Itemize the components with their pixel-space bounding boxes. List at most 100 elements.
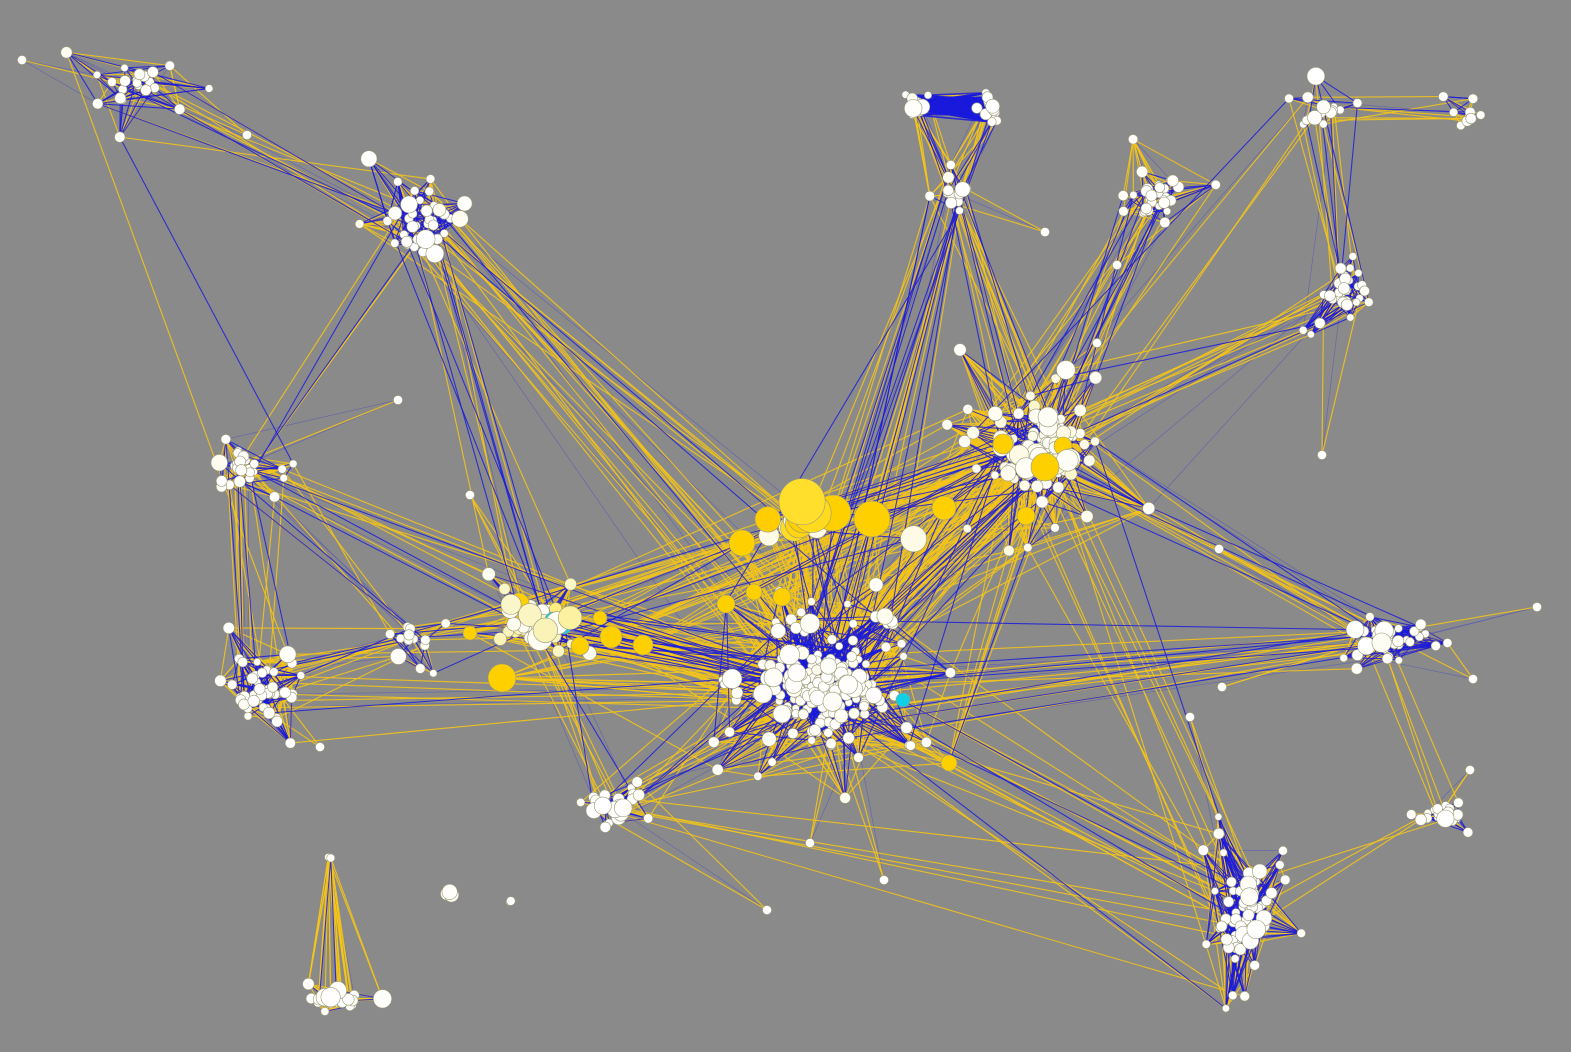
graph-node[interactable] (1118, 206, 1129, 217)
graph-node[interactable] (1414, 813, 1427, 826)
hub-node[interactable] (599, 625, 623, 649)
graph-node[interactable] (1127, 134, 1139, 145)
graph-node[interactable] (762, 905, 772, 915)
graph-node[interactable] (389, 648, 407, 665)
graph-node[interactable] (724, 726, 735, 738)
graph-node[interactable] (415, 663, 426, 674)
graph-node[interactable] (214, 674, 227, 687)
graph-node[interactable] (955, 206, 964, 215)
graph-node[interactable] (985, 98, 1001, 114)
graph-node[interactable] (772, 704, 792, 724)
graph-node[interactable] (865, 686, 883, 704)
graph-node[interactable] (385, 629, 395, 639)
graph-node[interactable] (164, 60, 175, 71)
graph-node[interactable] (432, 203, 447, 217)
graph-node[interactable] (1467, 93, 1479, 104)
graph-node[interactable] (140, 84, 152, 96)
graph-node[interactable] (220, 434, 232, 445)
graph-node[interactable] (424, 186, 434, 197)
graph-node[interactable] (990, 470, 1000, 480)
graph-node[interactable] (1465, 112, 1477, 125)
graph-node[interactable] (876, 607, 894, 625)
graph-node[interactable] (1246, 919, 1267, 940)
graph-node[interactable] (1214, 544, 1224, 554)
graph-node[interactable] (1056, 360, 1076, 380)
node-layer[interactable] (17, 46, 1542, 1016)
graph-node[interactable] (1317, 450, 1327, 460)
hub-node[interactable] (745, 583, 763, 601)
graph-node[interactable] (1249, 960, 1260, 971)
graph-node[interactable] (858, 700, 870, 712)
graph-node[interactable] (147, 66, 159, 78)
graph-node[interactable] (400, 235, 413, 248)
graph-node[interactable] (246, 672, 259, 685)
graph-node[interactable] (215, 475, 228, 487)
graph-node[interactable] (799, 613, 821, 634)
graph-node[interactable] (235, 464, 248, 477)
graph-node[interactable] (302, 977, 315, 991)
hub-node[interactable] (992, 433, 1014, 455)
graph-node[interactable] (721, 668, 743, 689)
graph-node[interactable] (420, 204, 433, 217)
graph-node[interactable] (631, 776, 643, 788)
graph-node[interactable] (779, 644, 800, 665)
graph-node[interactable] (1371, 632, 1392, 653)
graph-node[interactable] (107, 77, 117, 87)
graph-node[interactable] (465, 490, 475, 500)
graph-node[interactable] (1240, 887, 1259, 906)
graph-node[interactable] (945, 159, 956, 170)
graph-node[interactable] (599, 821, 611, 833)
graph-node[interactable] (1140, 202, 1153, 215)
graph-node[interactable] (1158, 196, 1171, 209)
graph-node[interactable] (243, 711, 253, 721)
graph-node[interactable] (1324, 289, 1336, 302)
graph-node[interactable] (1092, 338, 1102, 348)
graph-node[interactable] (1430, 640, 1441, 651)
graph-node[interactable] (393, 177, 403, 187)
graph-node[interactable] (1307, 110, 1323, 126)
graph-node[interactable] (848, 619, 858, 629)
graph-node[interactable] (1409, 626, 1420, 637)
graph-node[interactable] (787, 727, 799, 739)
graph-node[interactable] (269, 667, 279, 677)
graph-node[interactable] (326, 853, 336, 863)
graph-node[interactable] (942, 184, 954, 196)
graph-node[interactable] (778, 478, 826, 526)
graph-node[interactable] (958, 435, 972, 448)
graph-node[interactable] (900, 525, 928, 553)
graph-node[interactable] (962, 524, 972, 534)
graph-node[interactable] (1334, 262, 1347, 275)
graph-node[interactable] (210, 454, 228, 472)
graph-node[interactable] (271, 715, 283, 728)
graph-node[interactable] (1307, 330, 1315, 339)
graph-node[interactable] (1080, 510, 1094, 523)
graph-node[interactable] (17, 55, 27, 65)
graph-node[interactable] (1279, 874, 1291, 886)
graph-node[interactable] (754, 506, 781, 533)
graph-node[interactable] (806, 653, 817, 665)
graph-node[interactable] (753, 683, 773, 704)
graph-node[interactable] (966, 426, 980, 440)
graph-node[interactable] (456, 195, 473, 212)
graph-node[interactable] (924, 190, 935, 202)
graph-node[interactable] (1275, 860, 1285, 870)
graph-node[interactable] (1449, 107, 1459, 117)
graph-node[interactable] (843, 600, 852, 608)
graph-node[interactable] (1462, 827, 1474, 838)
graph-node[interactable] (1298, 325, 1308, 335)
graph-node[interactable] (1025, 390, 1036, 401)
graph-node[interactable] (1453, 797, 1464, 808)
hub-node[interactable] (592, 610, 608, 626)
graph-node[interactable] (945, 667, 956, 679)
graph-node[interactable] (222, 621, 235, 634)
graph-node[interactable] (1197, 844, 1209, 856)
graph-node[interactable] (593, 796, 612, 815)
graph-node[interactable] (247, 694, 260, 708)
graph-node[interactable] (498, 583, 511, 595)
graph-node[interactable] (1302, 91, 1314, 104)
graph-node[interactable] (1056, 449, 1079, 472)
graph-node[interactable] (393, 395, 403, 405)
graph-node[interactable] (1226, 876, 1237, 888)
graph-node[interactable] (416, 229, 436, 249)
